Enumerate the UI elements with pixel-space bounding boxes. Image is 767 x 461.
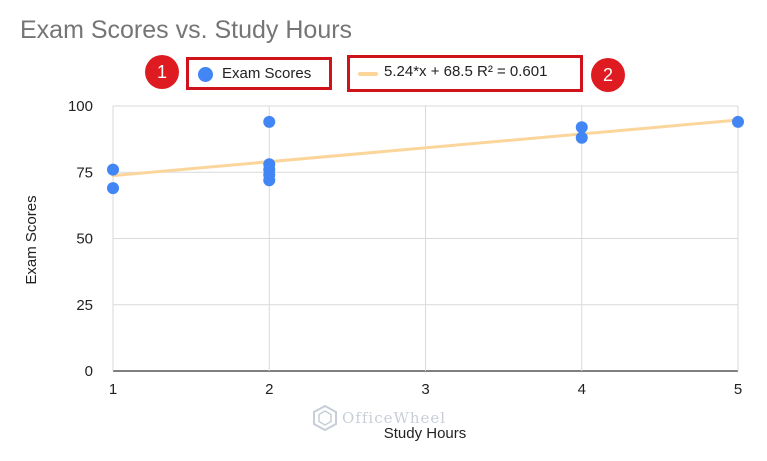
y-tick-label-4: 100 [68, 98, 93, 115]
legend-trendline-label: 5.24*x + 68.5 R² = 0.601 [384, 63, 548, 80]
y-tick-label-3: 75 [76, 164, 93, 181]
x-tick-label-3: 4 [578, 381, 586, 398]
x-tick-label-1: 2 [265, 381, 273, 398]
data-point-0 [107, 163, 119, 176]
x-tick-label-4: 5 [734, 381, 742, 398]
trendline [111, 118, 740, 178]
x-tick-label-0: 1 [109, 381, 117, 398]
legend-highlight-box-trendline: 5.24*x + 68.5 R² = 0.601 [347, 55, 583, 92]
chart-title: Exam Scores vs. Study Hours [20, 16, 353, 44]
legend-trendline-marker [358, 72, 378, 76]
watermark-logo-icon [313, 405, 337, 431]
y-tick-label-0: 0 [85, 363, 93, 380]
watermark-text: OfficeWheel [342, 409, 447, 427]
legend-highlight-box-series: Exam Scores [186, 57, 332, 90]
data-point-6 [263, 174, 276, 187]
y-tick-label-1: 25 [76, 297, 93, 314]
data-point-8 [575, 131, 588, 144]
x-tick-label-2: 3 [421, 381, 429, 398]
data-point-9 [732, 115, 744, 128]
callout-badge-2: 2 [591, 58, 625, 92]
x-axis-label: Study Hours [384, 425, 467, 442]
watermark: OfficeWheel [312, 405, 446, 431]
legend-series-label: Exam Scores [222, 65, 312, 82]
data-point-1 [107, 182, 119, 195]
legend-series-marker [198, 67, 213, 82]
y-axis-label: Exam Scores [23, 195, 40, 284]
callout-badge-1: 1 [145, 55, 179, 89]
y-tick-label-2: 50 [76, 231, 93, 248]
data-point-2 [263, 115, 276, 128]
data-point-7 [575, 121, 588, 134]
